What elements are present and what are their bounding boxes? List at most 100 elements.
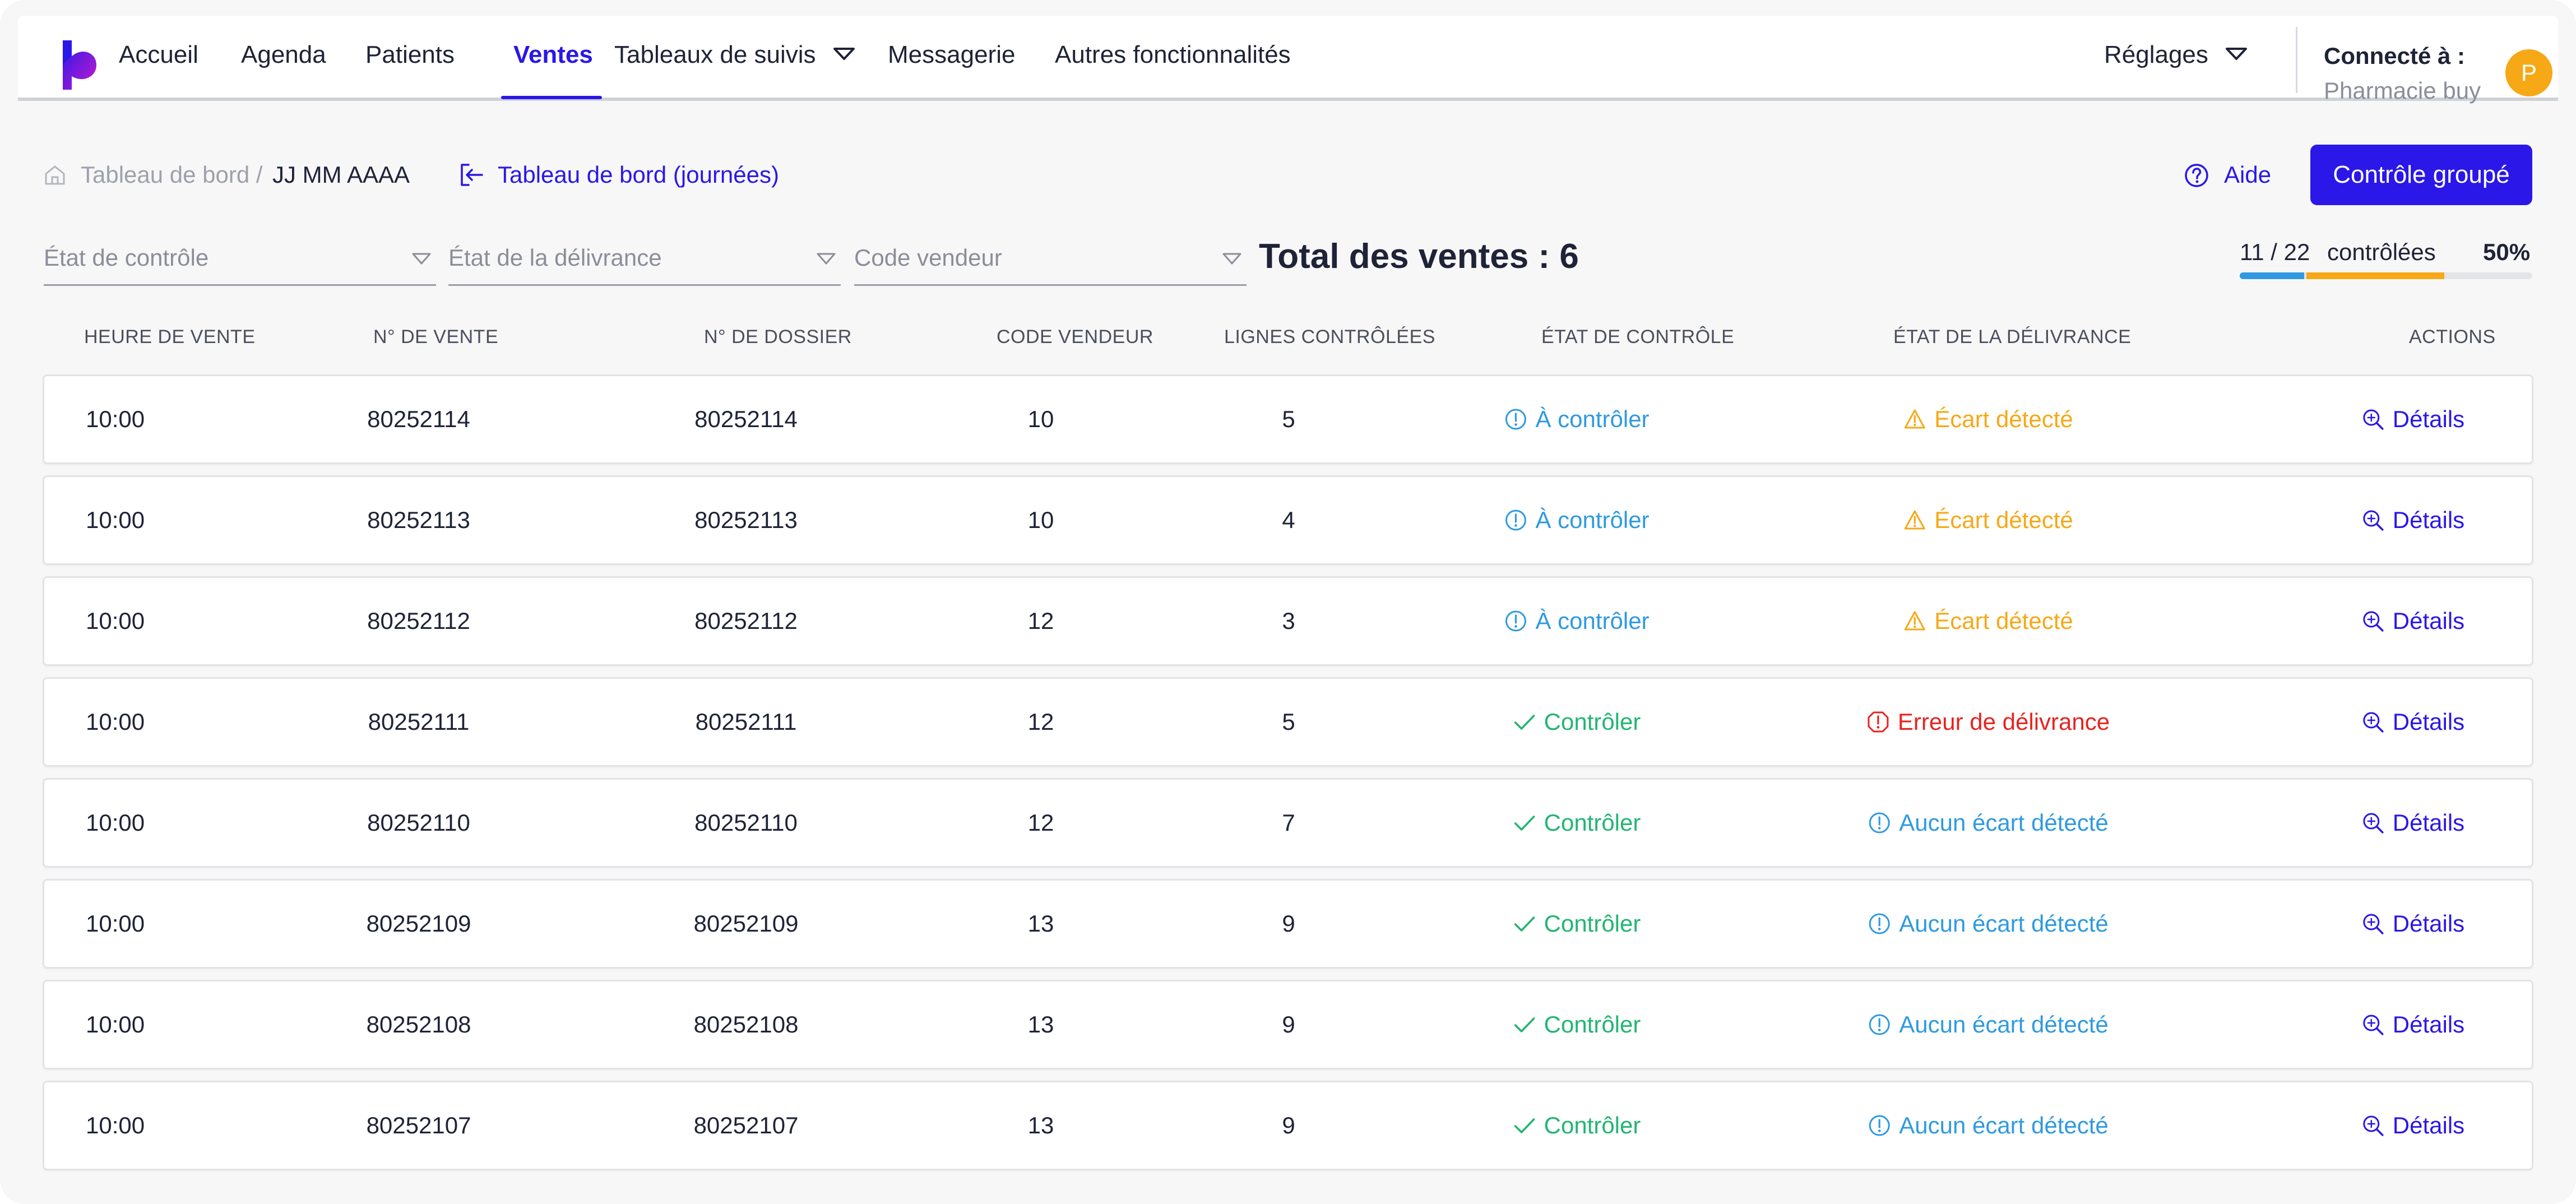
column-header-seller-code: CODE VENDEUR [997,326,1153,348]
info-circle-icon [1505,510,1526,531]
sale-number-cell: 80252109 [366,910,471,937]
search-zoom-icon [2363,813,2384,833]
status-label: À contrôler [1535,406,1650,432]
delivery-state-filter[interactable]: État de la délivrance [448,235,841,286]
search-zoom-icon [2363,1115,2384,1136]
sale-time-cell: 10:00 [86,910,145,937]
info-circle-icon [1505,409,1526,430]
controlled-lines-cell: 4 [1282,507,1295,533]
info-circle-icon [1869,812,1890,833]
nav-item-messagerie[interactable]: Messagerie [888,41,1016,68]
search-zoom-icon [2363,611,2384,632]
delivery-state-badge: Écart détecté [1903,578,2073,664]
sale-time-cell: 10:00 [86,1011,145,1038]
seller-code-cell: 13 [1027,1011,1054,1038]
status-label: Contrôler [1544,1112,1641,1138]
breadcrumb-parent[interactable]: Tableau de bord / [81,161,263,188]
file-number-cell: 80252112 [694,608,798,634]
nav-item-label: Tableaux de suivis [614,41,816,68]
status-label: Contrôler [1544,1011,1641,1038]
details-label: Détails [2392,507,2465,533]
sale-number-cell: 80252112 [367,608,470,634]
filter-placeholder: État de la délivrance [448,244,662,271]
brand-logo-icon[interactable] [52,37,102,93]
file-number-cell: 80252111 [695,708,797,735]
sale-time-cell: 10:00 [86,708,145,735]
file-number-cell: 80252108 [693,1011,799,1038]
details-button[interactable]: Détails [2361,477,2464,563]
error-octagon-icon [1868,711,1889,733]
info-circle-icon [1869,1014,1890,1035]
details-button[interactable]: Détails [2361,1082,2464,1169]
nav-item-ventes[interactable]: Ventes [513,41,593,68]
sale-number-cell: 80252111 [368,708,470,735]
sale-time-cell: 10:00 [86,608,145,634]
progress-fill-controlled [2240,272,2304,279]
details-button[interactable]: Détails [2361,679,2464,765]
nav-item-patients[interactable]: Patients [365,41,455,68]
details-button[interactable]: Détails [2361,376,2464,462]
details-button[interactable]: Détails [2361,578,2464,664]
settings-menu[interactable]: Réglages [2104,16,2248,101]
sale-time-cell: 10:00 [86,809,145,836]
progress-count: 11 / 22 [2240,239,2310,265]
sale-number-cell: 80252113 [367,507,470,533]
nav-item-tableaux-de-suivis[interactable]: Tableaux de suivis [614,16,855,101]
table-row: 10:00 80252110 80252110 12 7 Contrôler Aucun é… [43,778,2533,868]
sale-number-cell: 80252108 [366,1011,471,1038]
delivery-state-badge: Erreur de délivrance [1866,679,2110,765]
sale-number-cell: 80252110 [367,809,470,836]
home-icon[interactable] [43,163,67,187]
delivery-state-badge: Aucun écart détecté [1868,881,2109,967]
status-label: Contrôler [1544,708,1641,735]
nav-item-autres-fonctionnalites[interactable]: Autres fonctionnalités [1055,41,1291,68]
control-state-filter[interactable]: État de contrôle [44,235,436,286]
delivery-state-badge: Aucun écart détecté [1868,981,2109,1068]
delivery-state-badge: Écart détecté [1903,477,2073,563]
table-row: 10:00 80252107 80252107 13 9 Contrôler Aucun é… [43,1081,2533,1170]
search-zoom-icon [2363,914,2384,934]
help-button[interactable]: Aide [2184,158,2279,192]
control-state-badge: Contrôler [1513,1082,1641,1169]
help-circle-icon [2185,164,2208,187]
seller-code-cell: 12 [1027,608,1054,634]
column-header-actions: ACTIONS [2409,326,2496,348]
seller-code-filter[interactable]: Code vendeur [854,235,1247,286]
details-button[interactable]: Détails [2361,780,2464,866]
seller-code-cell: 13 [1027,910,1054,937]
filter-placeholder: Code vendeur [854,244,1002,271]
check-icon [1514,816,1535,831]
seller-code-cell: 12 [1027,708,1054,735]
control-state-badge: Contrôler [1513,780,1641,866]
details-button[interactable]: Détails [2361,881,2464,967]
file-number-cell: 80252109 [693,910,799,937]
details-label: Détails [2392,1112,2465,1138]
avatar[interactable]: P [2505,49,2552,96]
controlled-lines-cell: 9 [1282,910,1295,937]
file-number-cell: 80252113 [694,507,798,533]
help-label: Aide [2224,161,2272,188]
check-icon [1514,1118,1535,1133]
details-label: Détails [2392,1011,2465,1038]
active-tab-indicator [501,96,602,99]
back-arrow-icon [461,164,483,186]
nav-item-accueil[interactable]: Accueil [119,41,198,68]
details-button[interactable]: Détails [2361,981,2464,1068]
details-label: Détails [2392,406,2465,432]
connected-title: Connecté à : [2324,43,2466,69]
column-header-file-number: N° DE DOSSIER [704,326,852,348]
seller-code-cell: 10 [1027,406,1054,432]
group-control-button[interactable]: Contrôle groupé [2310,145,2532,205]
table-row: 10:00 80252108 80252108 13 9 Contrôler Aucun é… [43,980,2533,1069]
status-label: À contrôler [1535,507,1650,533]
sale-number-cell: 80252107 [366,1112,471,1138]
table-row: 10:00 80252109 80252109 13 9 Contrôler Aucun é… [43,879,2533,969]
connected-pharmacy: Pharmacie buy [2324,77,2481,104]
progress-fill-pending [2306,272,2445,279]
delivery-state-badge: Écart détecté [1903,376,2073,462]
progress-bar [2240,272,2532,279]
total-sales: Total des ventes : 6 [1259,237,1579,276]
nav-item-agenda[interactable]: Agenda [241,41,326,68]
chevron-down-icon [817,253,836,265]
